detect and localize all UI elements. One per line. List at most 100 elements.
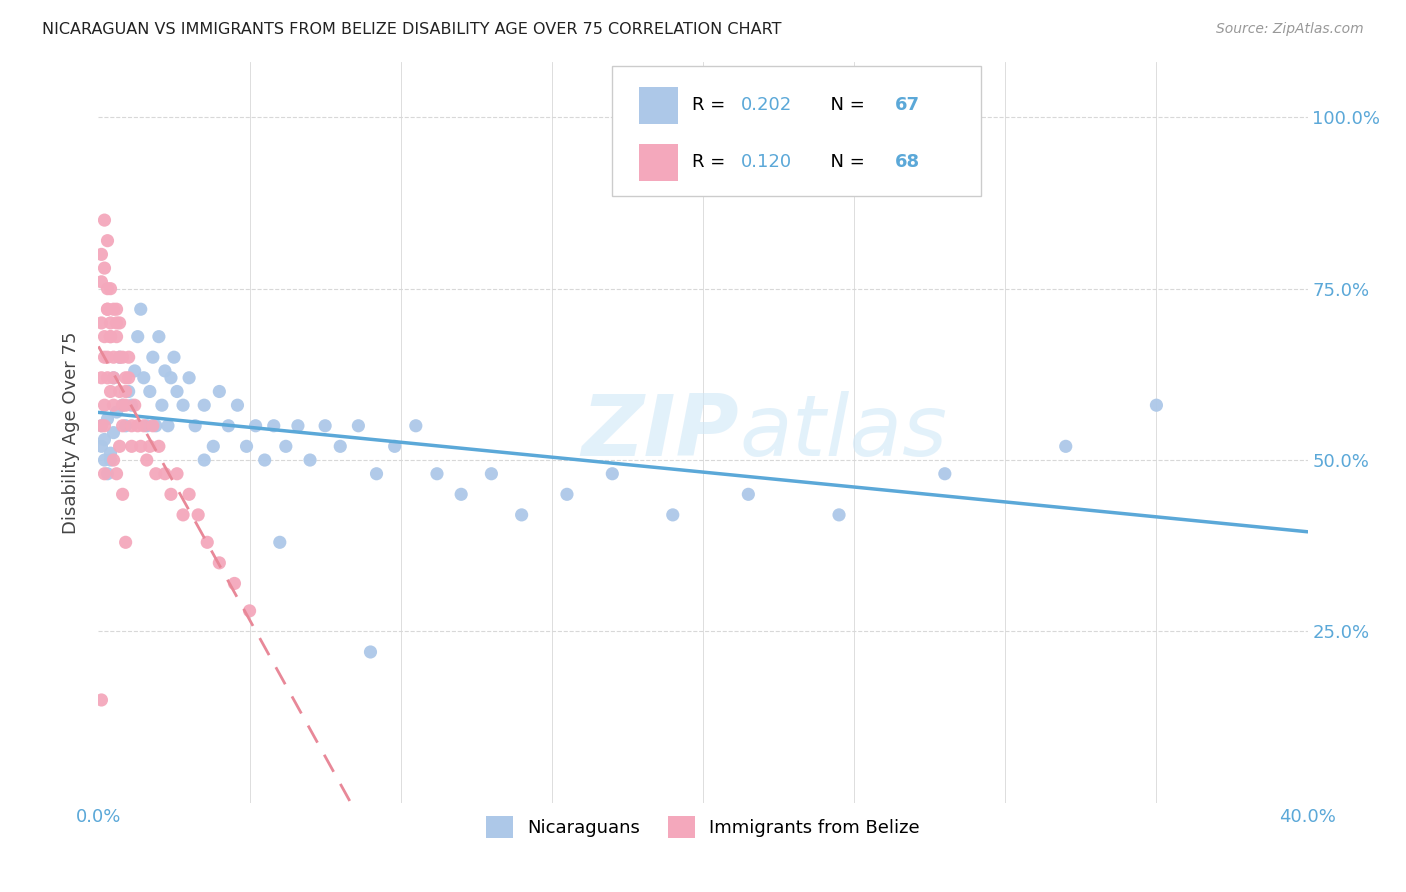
- Point: [366, 467, 388, 481]
- Point: [118, 384, 141, 399]
- Text: 67: 67: [896, 96, 921, 114]
- Point: [121, 439, 143, 453]
- Point: [96, 371, 118, 385]
- Point: [96, 412, 118, 426]
- Point: [100, 453, 122, 467]
- Point: [139, 384, 162, 399]
- Point: [828, 508, 851, 522]
- Point: [93, 398, 115, 412]
- Point: [108, 350, 131, 364]
- Point: [90, 693, 112, 707]
- Point: [934, 467, 956, 481]
- Point: [166, 467, 188, 481]
- Point: [96, 302, 118, 317]
- Point: [172, 508, 194, 522]
- Point: [269, 535, 291, 549]
- Point: [90, 418, 112, 433]
- Point: [148, 329, 170, 343]
- Point: [96, 302, 118, 317]
- Point: [135, 453, 157, 467]
- Point: [253, 453, 276, 467]
- Text: NICARAGUAN VS IMMIGRANTS FROM BELIZE DISABILITY AGE OVER 75 CORRELATION CHART: NICARAGUAN VS IMMIGRANTS FROM BELIZE DIS…: [42, 22, 782, 37]
- Point: [114, 371, 136, 385]
- Point: [208, 556, 231, 570]
- Text: R =: R =: [692, 96, 731, 114]
- Point: [121, 398, 143, 412]
- Point: [103, 398, 125, 412]
- Point: [145, 418, 167, 433]
- Point: [274, 439, 297, 453]
- Point: [111, 418, 134, 433]
- Point: [163, 350, 186, 364]
- Point: [193, 453, 215, 467]
- Text: R =: R =: [692, 153, 731, 171]
- Point: [129, 439, 152, 453]
- Point: [127, 329, 149, 343]
- Point: [184, 418, 207, 433]
- Legend: Nicaraguans, Immigrants from Belize: Nicaraguans, Immigrants from Belize: [479, 809, 927, 846]
- Text: 68: 68: [896, 153, 921, 171]
- Point: [384, 439, 406, 453]
- Point: [96, 350, 118, 364]
- Point: [329, 439, 352, 453]
- Point: [263, 418, 285, 433]
- Point: [100, 282, 122, 296]
- Point: [90, 316, 112, 330]
- Point: [108, 384, 131, 399]
- Point: [111, 398, 134, 412]
- Point: [142, 350, 165, 364]
- Point: [103, 350, 125, 364]
- Point: [235, 439, 257, 453]
- Point: [602, 467, 624, 481]
- Point: [93, 213, 115, 227]
- Point: [132, 418, 155, 433]
- Text: 0.202: 0.202: [741, 96, 792, 114]
- Point: [124, 398, 146, 412]
- Point: [96, 282, 118, 296]
- Point: [127, 418, 149, 433]
- Point: [103, 453, 125, 467]
- Point: [208, 384, 231, 399]
- Point: [105, 467, 128, 481]
- Point: [114, 398, 136, 412]
- Point: [661, 508, 683, 522]
- Point: [195, 535, 218, 549]
- Point: [100, 329, 122, 343]
- Point: [105, 302, 128, 317]
- Point: [108, 350, 131, 364]
- Point: [103, 371, 125, 385]
- Point: [217, 418, 239, 433]
- Point: [179, 487, 201, 501]
- Point: [187, 508, 209, 522]
- Point: [1054, 439, 1077, 453]
- Point: [118, 371, 141, 385]
- Point: [347, 418, 370, 433]
- Point: [108, 316, 131, 330]
- Point: [1144, 398, 1167, 412]
- Point: [193, 398, 215, 412]
- Point: [114, 384, 136, 399]
- Point: [93, 467, 115, 481]
- Point: [555, 487, 578, 501]
- Point: [139, 439, 162, 453]
- Point: [93, 433, 115, 447]
- Point: [287, 418, 309, 433]
- Point: [135, 418, 157, 433]
- Point: [737, 487, 759, 501]
- Point: [93, 418, 115, 433]
- Point: [150, 398, 173, 412]
- Point: [100, 384, 122, 399]
- Point: [299, 453, 322, 467]
- Point: [108, 439, 131, 453]
- Point: [93, 453, 115, 467]
- Point: [105, 316, 128, 330]
- Point: [96, 234, 118, 248]
- Point: [114, 418, 136, 433]
- Point: [105, 329, 128, 343]
- Text: Source: ZipAtlas.com: Source: ZipAtlas.com: [1216, 22, 1364, 37]
- Point: [142, 418, 165, 433]
- Point: [103, 302, 125, 317]
- Y-axis label: Disability Age Over 75: Disability Age Over 75: [62, 331, 80, 534]
- Text: N =: N =: [820, 153, 870, 171]
- Point: [124, 364, 146, 378]
